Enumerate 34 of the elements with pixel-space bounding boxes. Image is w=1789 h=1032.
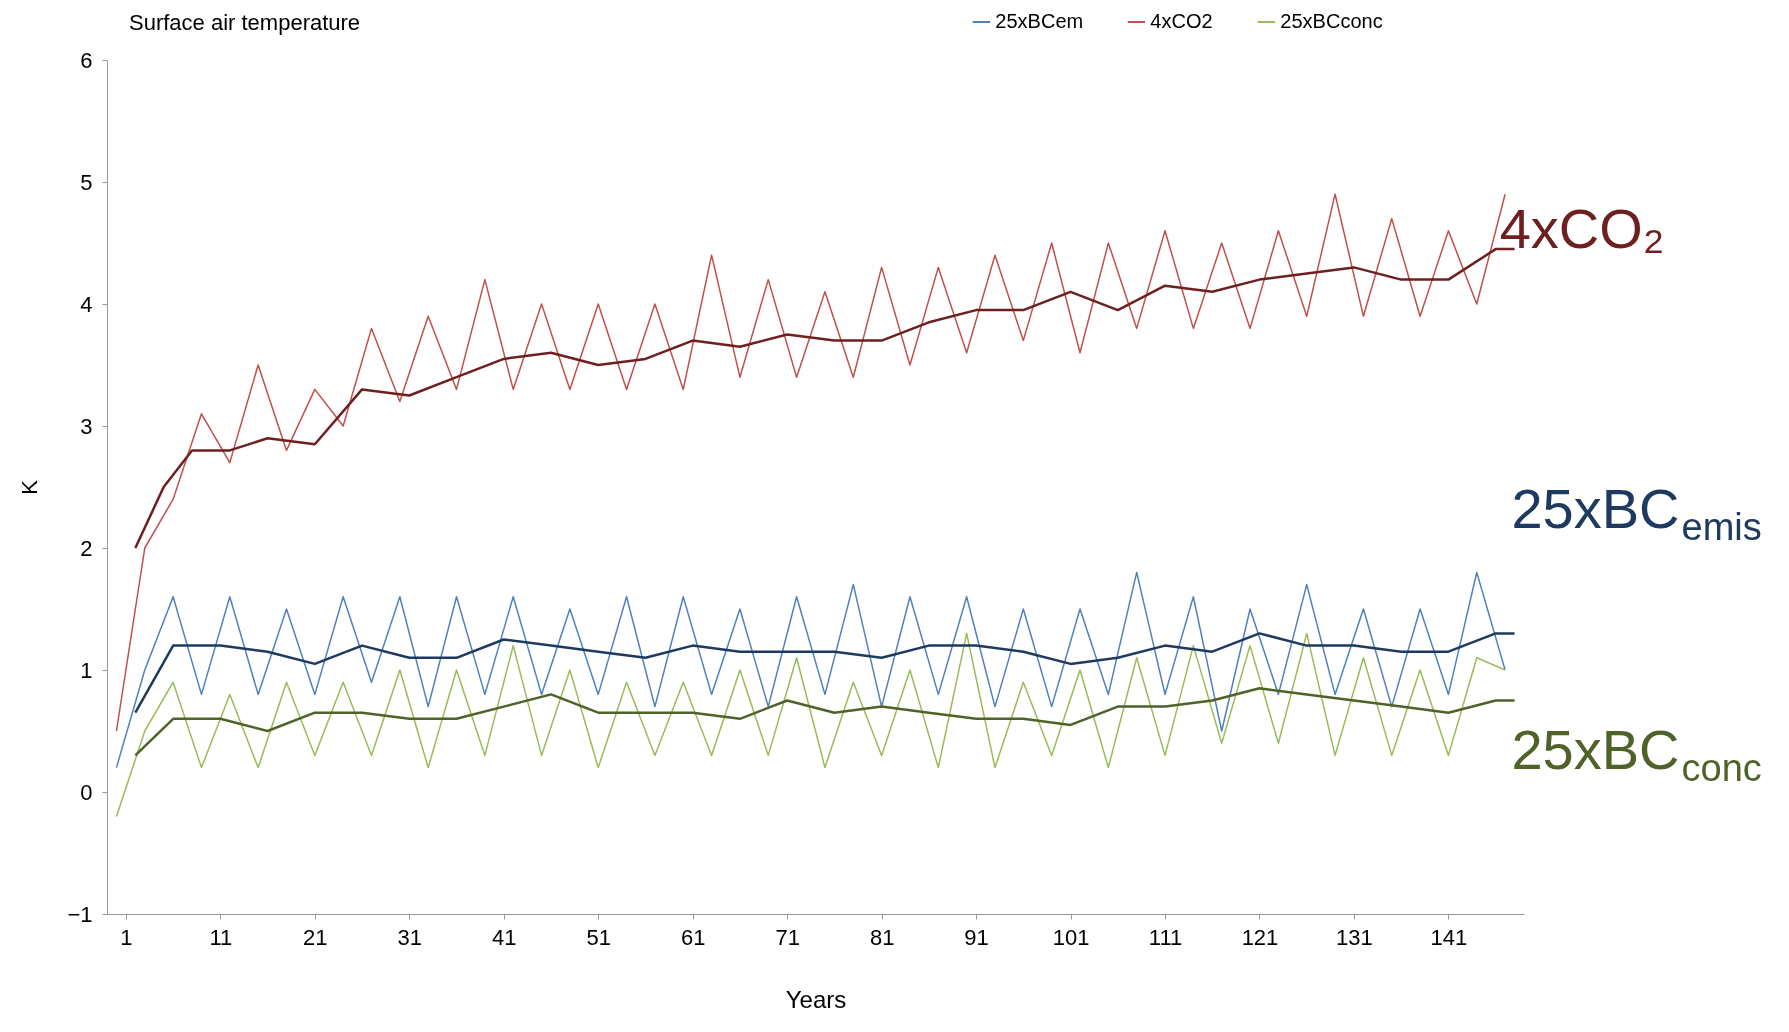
x-tick-label: 71 (775, 924, 800, 950)
x-tick-label: 11 (209, 924, 233, 950)
series-label: 4xCO₂ (1499, 197, 1665, 261)
legend-label: 25xBCconc (1280, 10, 1383, 32)
line-series (115, 632, 1506, 818)
y-tick-label: 5 (80, 169, 93, 195)
x-tick-label: 21 (303, 924, 328, 950)
y-axis-title: K (17, 479, 43, 495)
x-tick-label: 131 (1336, 924, 1373, 950)
x-tick-label: 41 (492, 924, 517, 950)
legend-label: 4xCO2 (1150, 10, 1213, 32)
x-axis-title: Years (785, 985, 847, 1013)
chart-title: Surface air temperature (129, 10, 361, 35)
x-tick-label: 111 (1148, 924, 1183, 950)
y-tick-label: −1 (67, 901, 93, 927)
line-series (134, 632, 1516, 714)
x-tick-label: 51 (586, 924, 611, 950)
x-tick-label: 1 (120, 924, 133, 950)
legend-label: 25xBCem (995, 10, 1084, 32)
x-tick-label: 101 (1052, 924, 1090, 950)
y-tick-label: 4 (80, 291, 93, 317)
x-tick-label: 91 (964, 924, 989, 950)
y-tick-label: 0 (80, 779, 93, 805)
x-tick-label: 81 (869, 924, 895, 950)
line-series (134, 687, 1516, 757)
y-tick-label: 1 (80, 657, 93, 683)
y-tick-label: 2 (80, 535, 93, 561)
x-tick-label: 121 (1241, 924, 1279, 950)
y-tick-label: 6 (80, 47, 93, 73)
x-tick-label: 31 (397, 924, 423, 950)
y-tick-label: 3 (80, 413, 93, 439)
x-tick-label: 61 (680, 924, 706, 950)
x-tick-label: 141 (1430, 924, 1468, 950)
line-series (115, 571, 1506, 769)
